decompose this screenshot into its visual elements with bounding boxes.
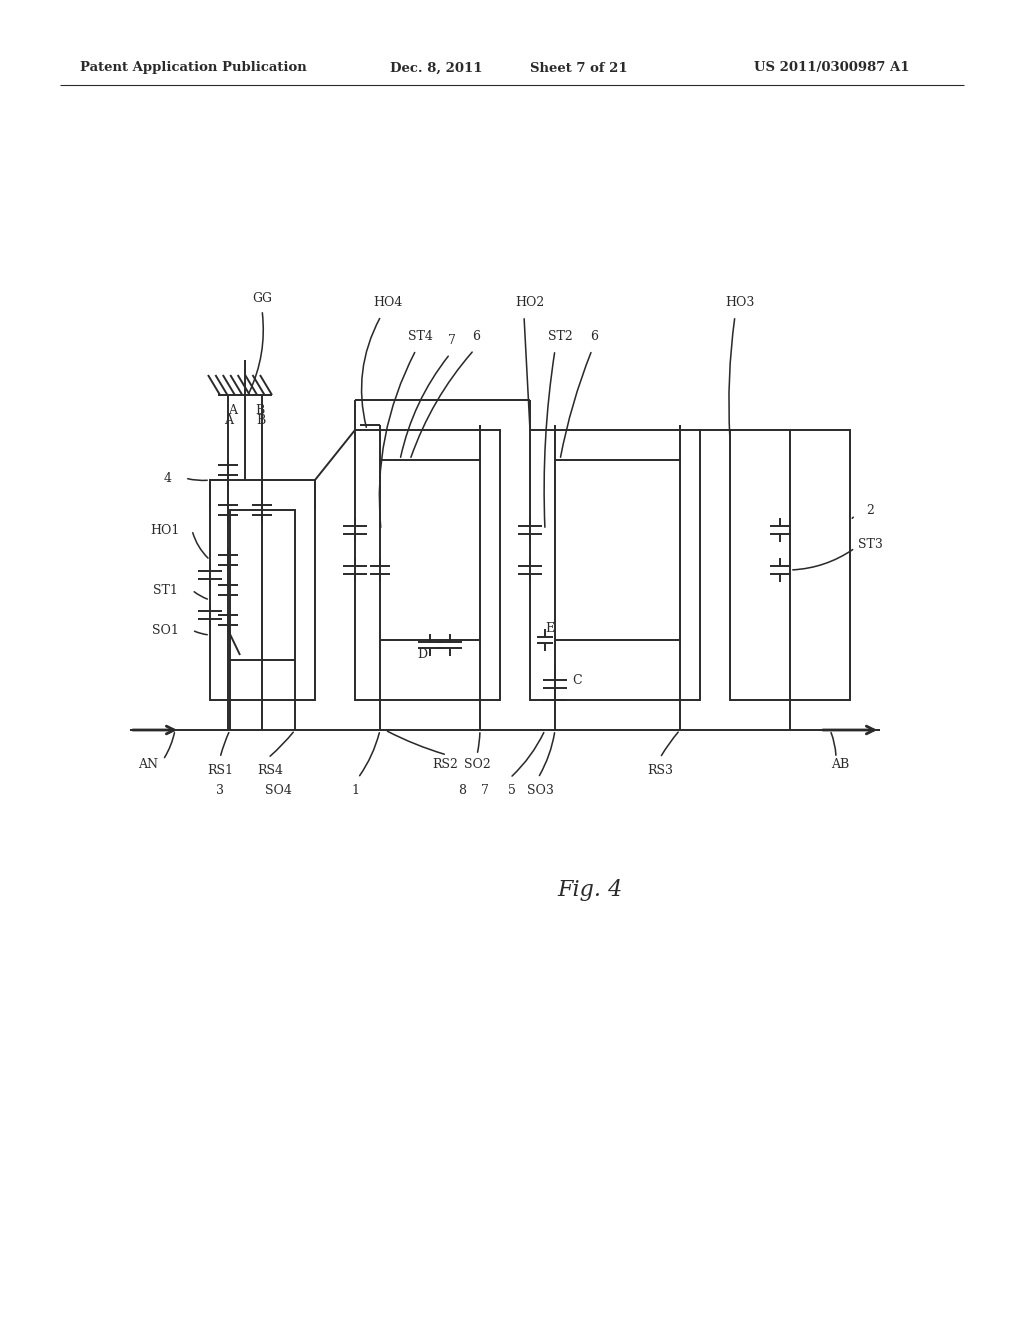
Text: 5: 5 xyxy=(508,784,516,796)
Bar xyxy=(530,430,700,700)
Text: 6: 6 xyxy=(590,330,598,342)
Text: 4: 4 xyxy=(164,471,172,484)
Text: SO3: SO3 xyxy=(526,784,553,796)
Text: HO3: HO3 xyxy=(725,296,755,309)
Text: B: B xyxy=(256,413,265,426)
Text: RS3: RS3 xyxy=(647,763,673,776)
Text: Sheet 7 of 21: Sheet 7 of 21 xyxy=(530,62,628,74)
Text: 6: 6 xyxy=(472,330,480,342)
Bar xyxy=(380,459,480,640)
Text: RS2: RS2 xyxy=(432,759,458,771)
Text: Dec. 8, 2011: Dec. 8, 2011 xyxy=(390,62,482,74)
Text: RS1: RS1 xyxy=(207,763,233,776)
Text: GG: GG xyxy=(252,292,272,305)
Text: SO1: SO1 xyxy=(152,623,178,636)
Text: 7: 7 xyxy=(481,784,488,796)
Text: B: B xyxy=(255,404,264,417)
Text: E: E xyxy=(546,622,555,635)
Text: Patent Application Publication: Patent Application Publication xyxy=(80,62,307,74)
Bar xyxy=(230,510,295,660)
Text: HO2: HO2 xyxy=(515,296,545,309)
Bar xyxy=(730,430,850,700)
Text: 2: 2 xyxy=(866,503,873,516)
Text: US 2011/0300987 A1: US 2011/0300987 A1 xyxy=(754,62,909,74)
Text: 3: 3 xyxy=(216,784,224,796)
Text: HO1: HO1 xyxy=(151,524,179,536)
Text: RS4: RS4 xyxy=(257,763,283,776)
Text: ST3: ST3 xyxy=(857,539,883,552)
Bar xyxy=(355,430,500,700)
Text: C: C xyxy=(572,673,582,686)
Text: ST1: ST1 xyxy=(153,583,177,597)
Text: HO4: HO4 xyxy=(374,296,402,309)
Text: SO2: SO2 xyxy=(464,759,490,771)
Text: 8: 8 xyxy=(458,784,466,796)
Text: D: D xyxy=(417,648,427,661)
Text: SO4: SO4 xyxy=(264,784,292,796)
Text: A: A xyxy=(224,413,233,426)
Text: ST2: ST2 xyxy=(548,330,572,342)
Text: AN: AN xyxy=(138,759,158,771)
Text: A: A xyxy=(228,404,238,417)
Bar xyxy=(555,459,680,640)
Text: 7: 7 xyxy=(449,334,456,346)
Text: 1: 1 xyxy=(351,784,359,796)
Text: ST4: ST4 xyxy=(408,330,432,342)
Text: AB: AB xyxy=(830,759,849,771)
Bar xyxy=(210,480,315,700)
Text: Fig. 4: Fig. 4 xyxy=(557,879,623,902)
